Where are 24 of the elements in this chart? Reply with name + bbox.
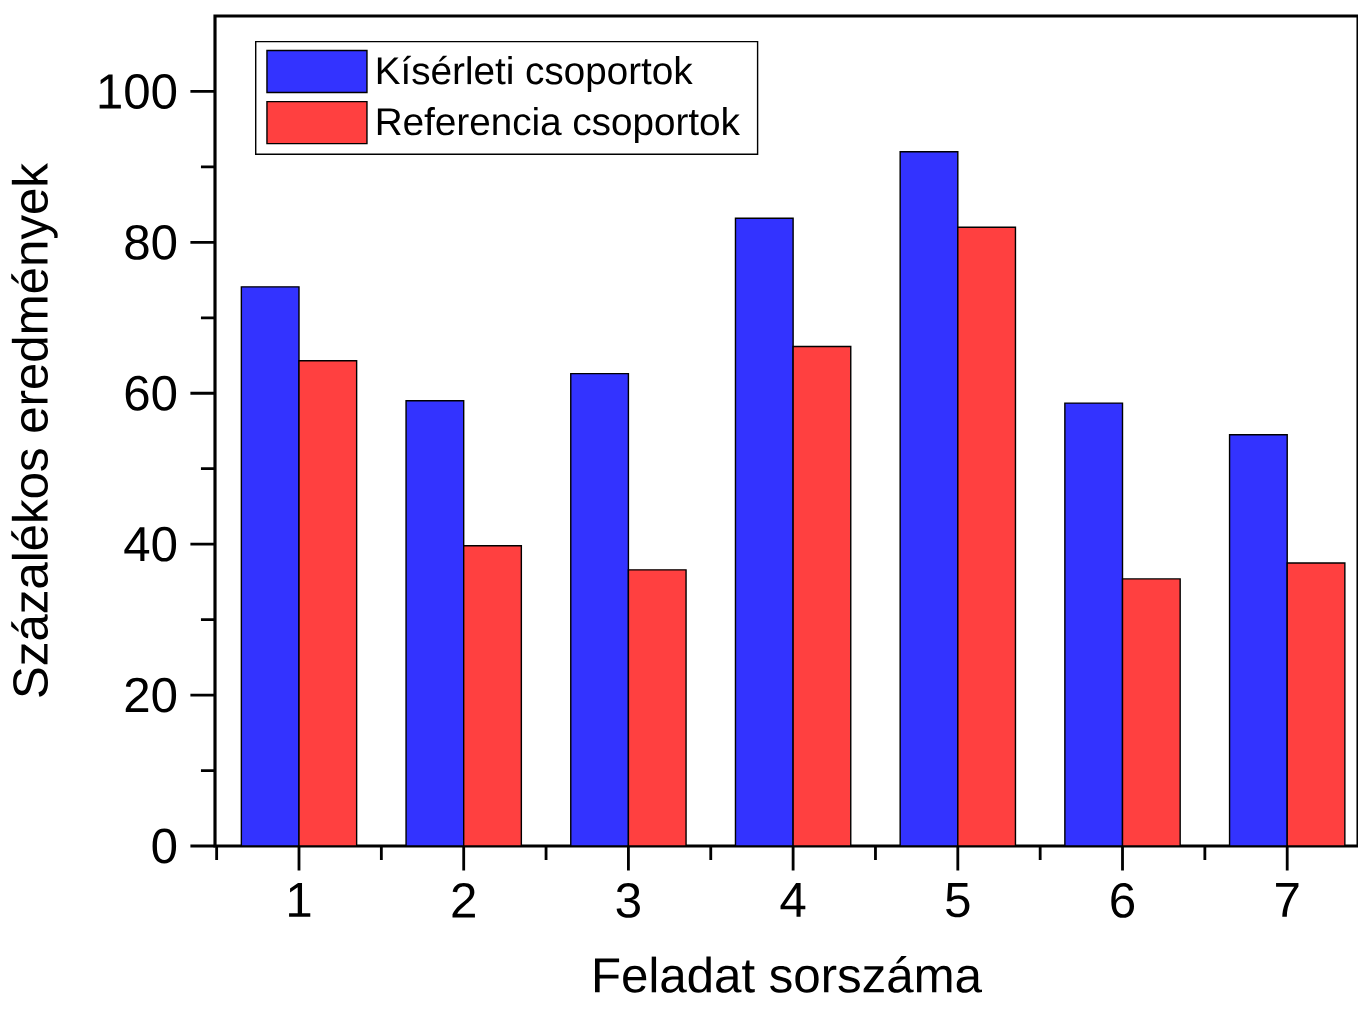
bar bbox=[240, 286, 300, 846]
bar bbox=[1228, 434, 1288, 846]
x-tick-label: 3 bbox=[616, 882, 640, 918]
y-tick-label: 60 bbox=[125, 375, 177, 411]
x-tick-label: 5 bbox=[946, 883, 970, 918]
x-tick-label: 2 bbox=[452, 882, 475, 918]
y-tick-label: 100 bbox=[99, 73, 177, 109]
y-tick-label: 20 bbox=[125, 677, 177, 713]
y-tick-label: 40 bbox=[124, 526, 177, 562]
y-axis-title: Százalékos eredmények bbox=[11, 163, 58, 697]
y-tick-label: 0 bbox=[152, 828, 177, 864]
bar bbox=[734, 217, 794, 846]
x-tick-label: 1 bbox=[289, 883, 311, 917]
bar bbox=[899, 151, 959, 846]
x-tick-label: 6 bbox=[1111, 882, 1135, 918]
y-tick-label: 80 bbox=[125, 224, 177, 260]
bar bbox=[570, 372, 630, 846]
legend-label: Referencia csoportok bbox=[377, 106, 740, 143]
x-tick-label: 7 bbox=[1276, 883, 1299, 917]
x-axis-title: Feladat sorszáma bbox=[595, 956, 982, 993]
bar bbox=[1064, 402, 1124, 846]
x-tick-label: 4 bbox=[780, 883, 806, 917]
bar bbox=[405, 400, 465, 846]
legend-label: Kísérleti csoportok bbox=[377, 55, 693, 93]
